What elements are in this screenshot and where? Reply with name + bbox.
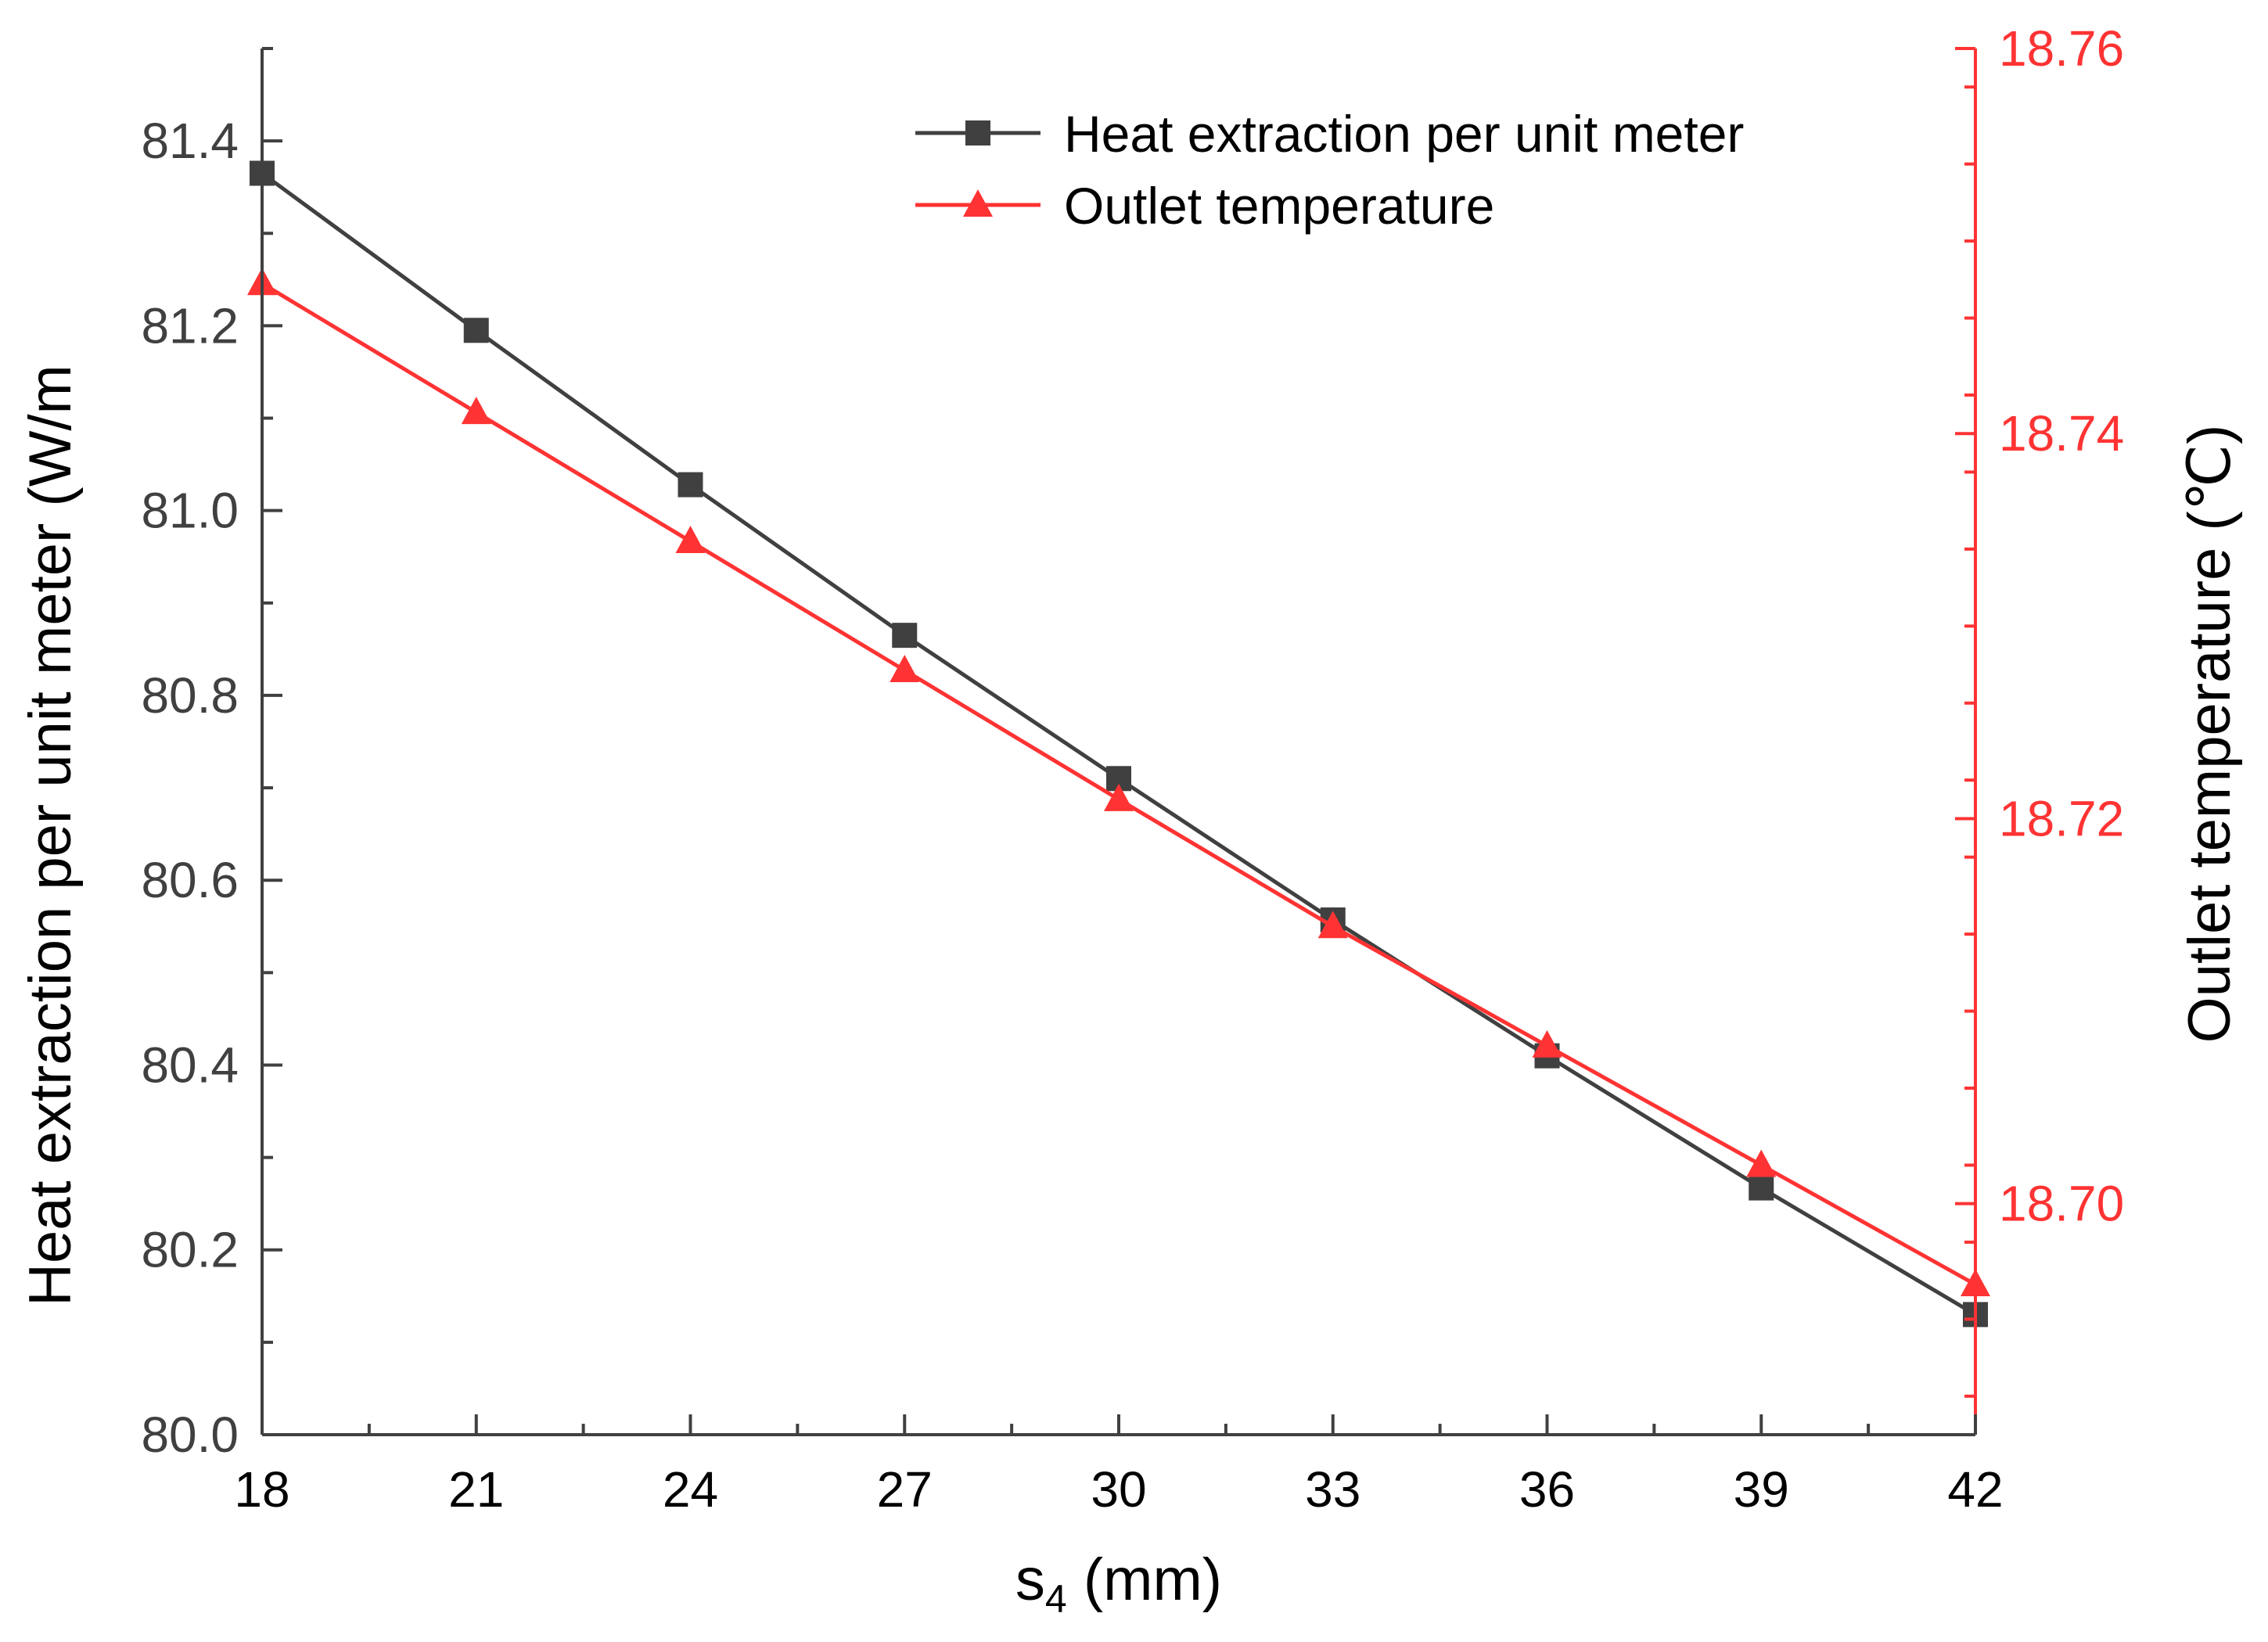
legend-marker-square (965, 120, 990, 146)
legend-marker-triangle (963, 189, 993, 217)
legend-label-1: Heat extraction per unit meter (1064, 105, 1744, 163)
x-tick-label: 42 (1947, 1461, 2003, 1518)
x-tick-label: 24 (663, 1461, 718, 1518)
x-tick-label: 21 (448, 1461, 504, 1518)
axes (261, 47, 1977, 1436)
legend: Heat extraction per unit meter Outlet tem… (915, 105, 1744, 235)
y-left-axis-title: Heat extraction per unit meter (W/m (17, 365, 84, 1306)
data-point-triangle (1104, 783, 1134, 811)
y-left-tick-label: 80.2 (141, 1222, 239, 1278)
y-left-tick-label: 81.0 (141, 483, 239, 539)
data-point-triangle (1317, 911, 1348, 939)
x-tick-label: 33 (1305, 1461, 1360, 1518)
x-tick-label: 36 (1519, 1461, 1575, 1518)
data-point-triangle (461, 397, 491, 425)
y-right-tick-label: 18.72 (1999, 790, 2124, 846)
x-tick-label: 30 (1091, 1461, 1146, 1518)
y-right-tick-label: 18.70 (1999, 1176, 2124, 1232)
y-right-tick-label: 18.76 (1999, 20, 2124, 77)
y-left-tick-label: 81.4 (141, 113, 239, 169)
data-point-triangle (1532, 1029, 1562, 1058)
data-point-square (678, 472, 703, 498)
x-tick-label: 39 (1734, 1461, 1789, 1518)
data-point-square (1749, 1175, 1774, 1201)
axis-labels: 18 21 24 27 30 33 36 39 42 80.0 80.2 80.4 80.6 80.8 81… (17, 20, 2243, 1621)
y-left-tick-label: 80.0 (141, 1407, 239, 1463)
y-right-axis-title: Outlet temperature (℃) (2176, 425, 2243, 1044)
x-tick-label: 18 (234, 1461, 289, 1518)
x-tick-label: 27 (877, 1461, 933, 1518)
data-point-square (892, 623, 918, 649)
y-left-tick-label: 81.2 (141, 297, 239, 354)
data-point-triangle (675, 526, 706, 554)
data-point-triangle (1746, 1149, 1777, 1177)
y-left-tick-label: 80.6 (141, 852, 239, 908)
x-axis-title: s4 (mm) (1015, 1547, 1222, 1621)
data-point-triangle (890, 654, 920, 682)
y-right-tick-label: 18.74 (1999, 405, 2124, 462)
data-point-square (463, 318, 489, 343)
legend-label-2: Outlet temperature (1064, 177, 1494, 235)
y-left-tick-label: 80.4 (141, 1037, 239, 1093)
plot-area (247, 160, 1990, 1328)
y-left-tick-label: 80.8 (141, 667, 239, 724)
